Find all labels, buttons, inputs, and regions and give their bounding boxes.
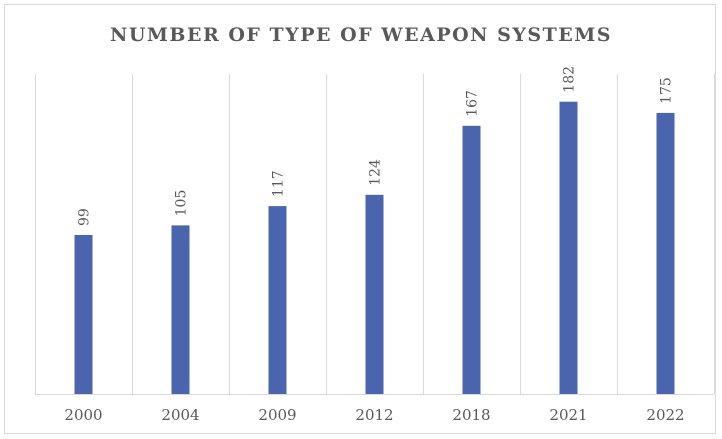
bar-2022 [657,113,675,394]
x-tick-label-2022: 2022 [646,406,684,424]
bar-2000 [75,235,93,394]
x-tick-label-2000: 2000 [64,406,102,424]
data-label-2009: 117 [271,170,287,197]
x-tick-label-2018: 2018 [452,406,490,424]
x-tick-label-2009: 2009 [258,406,296,424]
data-label-2021: 182 [562,66,578,93]
x-tick-label-2021: 2021 [549,406,587,424]
data-label-2022: 175 [659,77,675,104]
x-tick-label-2012: 2012 [355,406,393,424]
data-label-2018: 167 [465,90,481,117]
data-label-2000: 99 [77,208,93,226]
bar-2004 [172,225,190,394]
bar-2012 [366,195,384,394]
x-tick-label-2004: 2004 [161,406,199,424]
bars [75,102,675,394]
data-label-2012: 124 [368,159,384,186]
bar-2018 [463,126,481,394]
bar-2021 [560,102,578,394]
x-axis-tick-labels: 2000 2004 2009 2012 2018 2021 2022 [64,406,684,424]
data-label-2004: 105 [174,190,190,217]
bar-2009 [269,206,287,394]
